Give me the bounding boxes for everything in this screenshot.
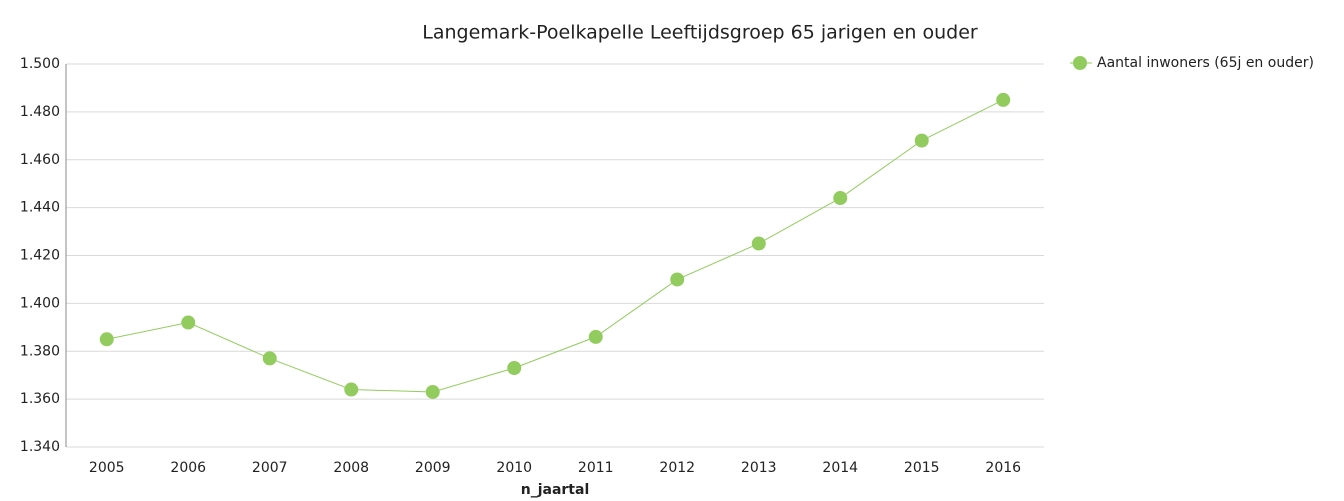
x-axis-label: n_jaartal [521,482,590,498]
data-point [751,236,766,251]
x-tick-label: 2010 [496,460,532,476]
legend-label: Aantal inwoners (65j en ouder) [1097,55,1314,71]
x-tick-label: 2013 [741,460,777,476]
legend-marker [1073,56,1087,70]
data-point [181,315,196,330]
y-tick-label: 1.400 [20,295,60,311]
y-tick-label: 1.480 [20,104,60,120]
data-point [914,133,929,148]
x-tick-label: 2014 [822,460,858,476]
data-point [996,92,1011,107]
x-tick-label: 2015 [904,460,940,476]
y-tick-label: 1.380 [20,343,60,359]
y-tick-label: 1.360 [20,391,60,407]
data-point [507,361,522,376]
y-tick-label: 1.500 [20,56,60,72]
y-tick-label: 1.460 [20,152,60,168]
x-tick-label: 2007 [252,460,288,476]
x-tick-label: 2006 [170,460,206,476]
x-tick-label: 2009 [415,460,451,476]
y-tick-label: 1.440 [20,200,60,216]
data-point [670,272,685,287]
x-tick-label: 2011 [578,460,614,476]
y-tick-label: 1.420 [20,248,60,264]
x-tick-label: 2012 [659,460,695,476]
y-tick-label: 1.340 [20,439,60,455]
data-point [425,384,440,399]
data-point [588,329,603,344]
data-point [99,332,114,347]
chart-title: Langemark-Poelkapelle Leeftijdsgroep 65 … [422,22,978,44]
series-line [106,99,1004,393]
data-point [344,382,359,397]
x-tick-label: 2005 [89,460,125,476]
x-tick-label: 2016 [985,460,1021,476]
data-point [833,191,848,206]
x-tick-label: 2008 [333,460,369,476]
data-point [262,351,277,366]
